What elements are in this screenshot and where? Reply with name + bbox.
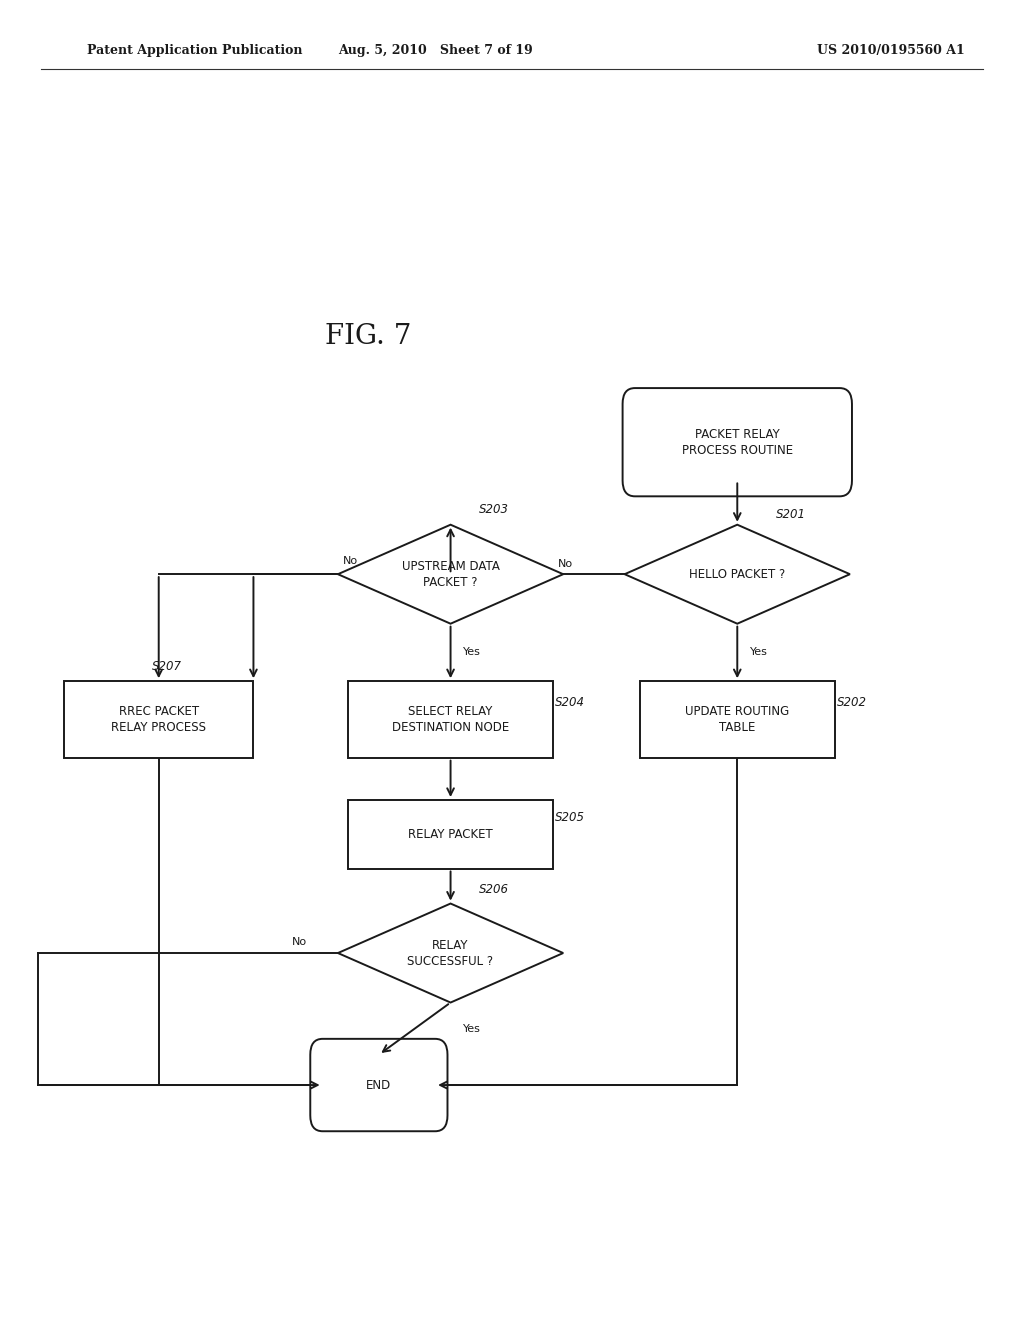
Text: UPDATE ROUTING
TABLE: UPDATE ROUTING TABLE: [685, 705, 790, 734]
Text: SELECT RELAY
DESTINATION NODE: SELECT RELAY DESTINATION NODE: [392, 705, 509, 734]
Text: Yes: Yes: [463, 647, 480, 657]
Text: No: No: [558, 558, 573, 569]
Text: S203: S203: [479, 503, 509, 516]
Text: US 2010/0195560 A1: US 2010/0195560 A1: [817, 44, 965, 57]
Text: HELLO PACKET ?: HELLO PACKET ?: [689, 568, 785, 581]
Text: No: No: [292, 937, 307, 948]
Text: UPSTREAM DATA
PACKET ?: UPSTREAM DATA PACKET ?: [401, 560, 500, 589]
Text: RELAY PACKET: RELAY PACKET: [409, 828, 493, 841]
Polygon shape: [625, 525, 850, 624]
Text: Yes: Yes: [750, 647, 767, 657]
Text: S206: S206: [479, 883, 509, 896]
Text: PACKET RELAY
PROCESS ROUTINE: PACKET RELAY PROCESS ROUTINE: [682, 428, 793, 457]
Text: Aug. 5, 2010   Sheet 7 of 19: Aug. 5, 2010 Sheet 7 of 19: [338, 44, 532, 57]
Text: FIG. 7: FIG. 7: [326, 323, 412, 350]
Polygon shape: [338, 903, 563, 1003]
Text: END: END: [367, 1078, 391, 1092]
Text: S202: S202: [837, 696, 866, 709]
Text: S201: S201: [776, 508, 806, 521]
Bar: [640, 681, 835, 758]
Text: Yes: Yes: [463, 1023, 480, 1034]
Bar: [63, 681, 254, 758]
Text: RREC PACKET
RELAY PROCESS: RREC PACKET RELAY PROCESS: [112, 705, 206, 734]
Bar: [348, 800, 553, 869]
FancyBboxPatch shape: [310, 1039, 447, 1131]
Text: S207: S207: [152, 660, 181, 673]
Text: No: No: [343, 556, 358, 566]
Polygon shape: [338, 525, 563, 624]
Text: RELAY
SUCCESSFUL ?: RELAY SUCCESSFUL ?: [408, 939, 494, 968]
Text: S205: S205: [555, 810, 585, 824]
Bar: [348, 681, 553, 758]
Text: S204: S204: [555, 696, 585, 709]
FancyBboxPatch shape: [623, 388, 852, 496]
Text: Patent Application Publication: Patent Application Publication: [87, 44, 302, 57]
